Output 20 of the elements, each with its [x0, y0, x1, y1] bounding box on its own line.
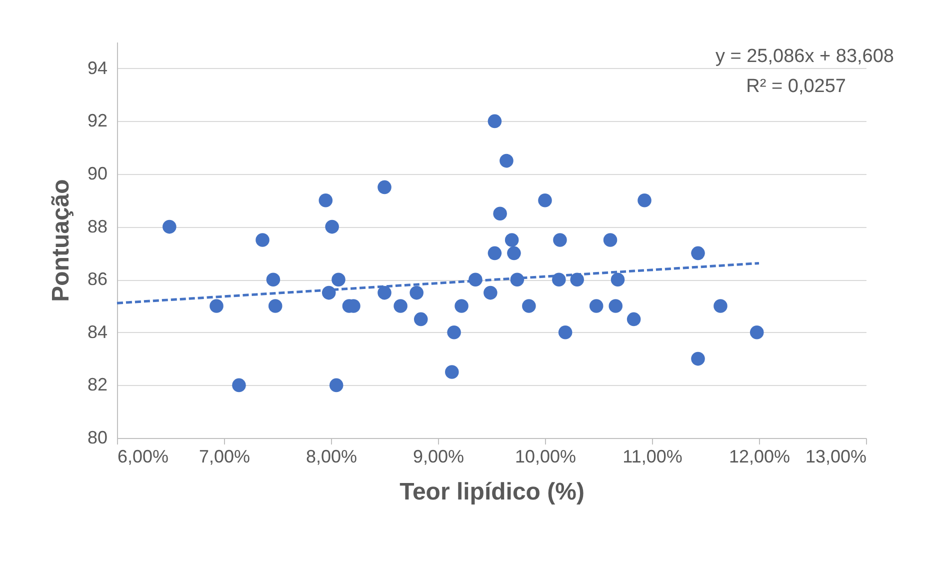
y-axis-title: Pontuação: [47, 179, 74, 302]
annotation: R² = 0,0257: [746, 76, 846, 97]
x-tick-label: 13,00%: [805, 446, 866, 466]
y-tick-label: 90: [87, 164, 108, 184]
x-tick-label: 10,00%: [514, 446, 576, 466]
x-tick-label: 8,00%: [306, 446, 358, 466]
y-tick-label: 94: [87, 58, 108, 78]
x-axis-title: Teor lipídico (%): [400, 478, 584, 506]
y-tick-label: 92: [87, 110, 108, 131]
x-tick-label: 6,00%: [118, 446, 169, 466]
x-tick-label: 11,00%: [622, 446, 682, 466]
annotation: y = 25,086x + 83,608: [715, 46, 894, 67]
x-tick-label: 9,00%: [412, 446, 464, 466]
y-tick-label: 82: [87, 374, 108, 395]
y-tick-label: 88: [87, 216, 108, 236]
x-tick-label: 7,00%: [198, 446, 250, 466]
x-tick-label: 12,00%: [728, 446, 790, 466]
y-tick-label: 80: [87, 428, 108, 448]
y-tick-label: 84: [87, 322, 108, 342]
y-tick-label: 86: [87, 269, 108, 290]
